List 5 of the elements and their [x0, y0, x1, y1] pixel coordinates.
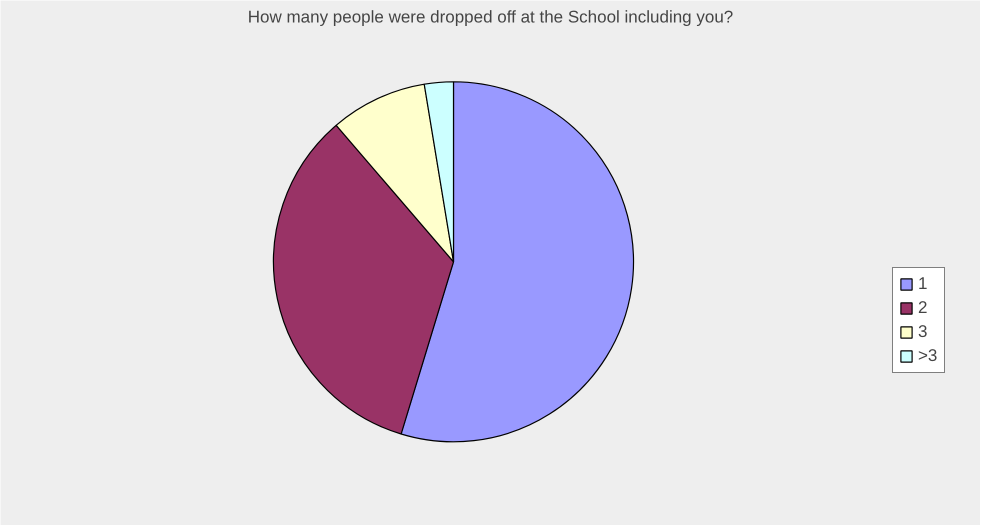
- legend-label: >3: [918, 346, 938, 366]
- legend-label: 2: [918, 298, 928, 318]
- chart-title: How many people were dropped off at the School including you?: [248, 8, 734, 26]
- legend-label: 1: [918, 274, 928, 294]
- legend-label: 3: [918, 322, 928, 342]
